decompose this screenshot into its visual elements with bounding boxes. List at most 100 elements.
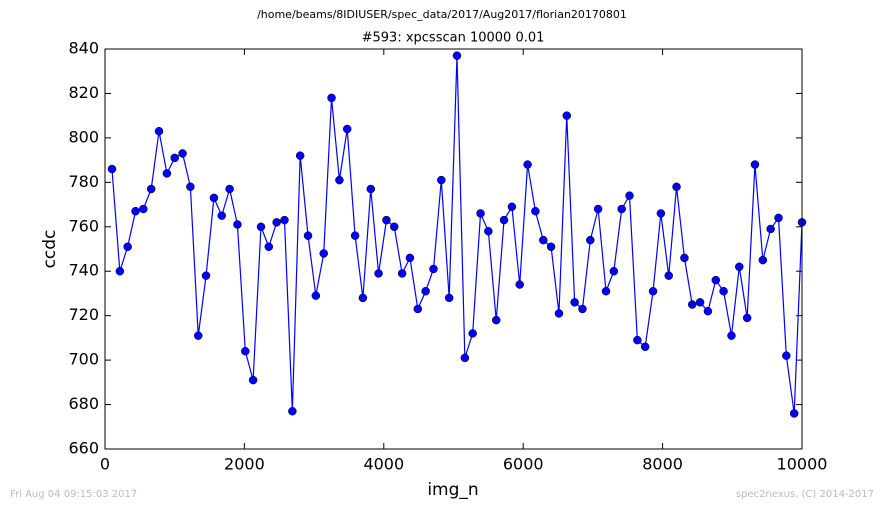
data-point (241, 346, 250, 356)
data-point (782, 351, 791, 360)
data-point (350, 231, 360, 240)
data-point (280, 215, 289, 225)
data-point (484, 226, 493, 236)
data-point (789, 409, 799, 418)
data-point (648, 286, 658, 296)
data-point (194, 331, 203, 340)
data-point (115, 266, 125, 276)
data-point (742, 313, 752, 323)
footer-right: spec2nexus, (C) 2014-2017 (736, 489, 874, 500)
data-point (444, 293, 454, 303)
data-point (107, 164, 117, 174)
data-point (201, 271, 211, 280)
data-point (625, 191, 634, 200)
y-tick-label: 840 (68, 39, 99, 58)
data-point (640, 342, 650, 352)
y-tick-label: 780 (68, 172, 99, 191)
data-point (695, 298, 705, 307)
x-tick-label: 6000 (503, 455, 544, 474)
data-point (468, 329, 477, 338)
x-axis-label: img_n (427, 480, 478, 500)
data-point (586, 235, 595, 245)
data-point (766, 224, 775, 234)
x-tick-label: 0 (100, 455, 110, 474)
data-point (413, 304, 423, 314)
data-point (146, 184, 156, 194)
data-point (131, 206, 140, 216)
y-tick-label: 720 (68, 305, 99, 324)
data-point (264, 242, 274, 252)
data-point (680, 253, 689, 263)
data-point (123, 242, 132, 252)
data-point (452, 51, 462, 60)
data-point (335, 175, 344, 185)
x-tick-label: 4000 (363, 455, 404, 474)
data-point (531, 206, 540, 216)
data-point (687, 300, 697, 309)
data-point (162, 169, 172, 178)
data-point (499, 215, 509, 225)
suptitle: /home/beams/8IDIUSER/spec_data/2017/Aug2… (257, 8, 627, 21)
data-point (209, 193, 219, 203)
data-point (311, 291, 321, 300)
data-point (515, 280, 524, 289)
data-point (382, 215, 391, 225)
y-tick-label: 660 (68, 439, 99, 458)
data-point (664, 271, 673, 280)
data-point (421, 286, 430, 296)
plot-frame (104, 48, 803, 450)
data-point (358, 293, 368, 303)
data-point (288, 406, 297, 416)
data-line (111, 55, 803, 414)
data-point (609, 266, 619, 276)
data-point (476, 209, 485, 218)
data-point (154, 126, 164, 136)
data-point (546, 242, 556, 252)
data-point (703, 306, 713, 316)
data-point (327, 93, 336, 103)
data-point (758, 255, 768, 265)
data-point (437, 175, 446, 185)
data-point (248, 375, 258, 385)
data-point (217, 211, 226, 220)
data-point (711, 275, 721, 285)
data-point (170, 153, 179, 163)
x-tick-label: 10000 (777, 455, 828, 474)
y-tick-label: 760 (68, 216, 99, 235)
chart-title: #593: xpcsscan 10000 0.01 (362, 31, 545, 46)
x-tick-label: 8000 (642, 455, 683, 474)
data-point (593, 204, 603, 214)
y-axis-label: ccdc (40, 230, 60, 269)
footer-left: Fri Aug 04 09:15:03 2017 (10, 489, 137, 500)
data-point (366, 184, 376, 194)
data-point (727, 331, 736, 340)
data-point (429, 264, 438, 274)
y-tick-label: 820 (68, 83, 99, 102)
data-point (186, 182, 195, 192)
data-point (523, 160, 532, 169)
data-point (507, 202, 517, 212)
y-tick-label: 680 (68, 394, 99, 413)
data-point (405, 253, 415, 263)
data-point (578, 304, 587, 314)
data-point (390, 222, 399, 232)
data-point (295, 151, 305, 160)
data-point (539, 235, 548, 245)
data-point (750, 160, 760, 169)
data-point (672, 182, 681, 192)
data-point (374, 269, 383, 278)
y-tick-label: 740 (68, 261, 99, 280)
data-point (774, 213, 783, 223)
x-tick-label: 2000 (224, 455, 265, 474)
data-point (460, 353, 470, 363)
data-point (570, 298, 579, 307)
data-point (397, 269, 407, 278)
data-point (735, 262, 744, 272)
data-point (719, 286, 728, 296)
data-point (342, 124, 352, 134)
data-point (303, 231, 313, 240)
data-point (656, 209, 666, 218)
data-point (633, 335, 642, 345)
data-point (554, 309, 564, 318)
